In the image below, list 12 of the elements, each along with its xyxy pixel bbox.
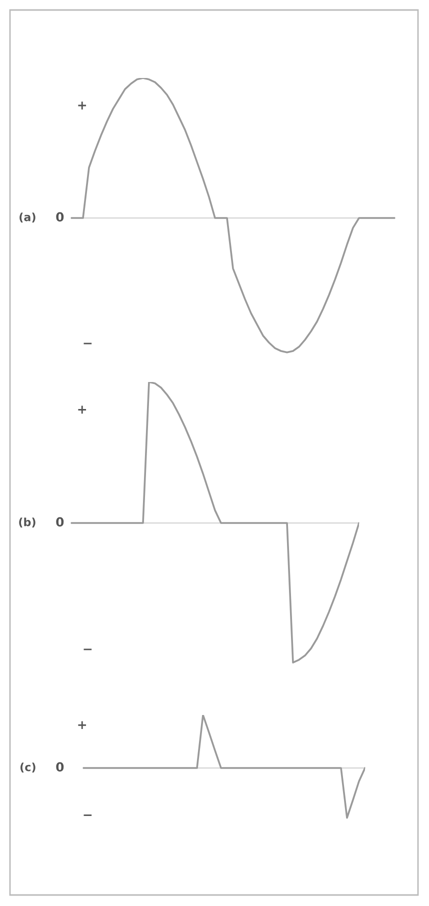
y-axis-title: (b) [19, 518, 36, 528]
y-axis-title: (c) [20, 762, 36, 773]
text: 0 [56, 212, 64, 222]
text: 0 [56, 517, 64, 527]
annotation: − [84, 648, 92, 650]
annotation: + [78, 102, 86, 110]
annotation: + [78, 406, 86, 414]
text: 0 [56, 762, 64, 772]
annotation: − [84, 814, 92, 816]
annotation: + [78, 721, 86, 730]
y-axis-title: (a) [20, 212, 36, 223]
annotation: − [84, 342, 92, 344]
